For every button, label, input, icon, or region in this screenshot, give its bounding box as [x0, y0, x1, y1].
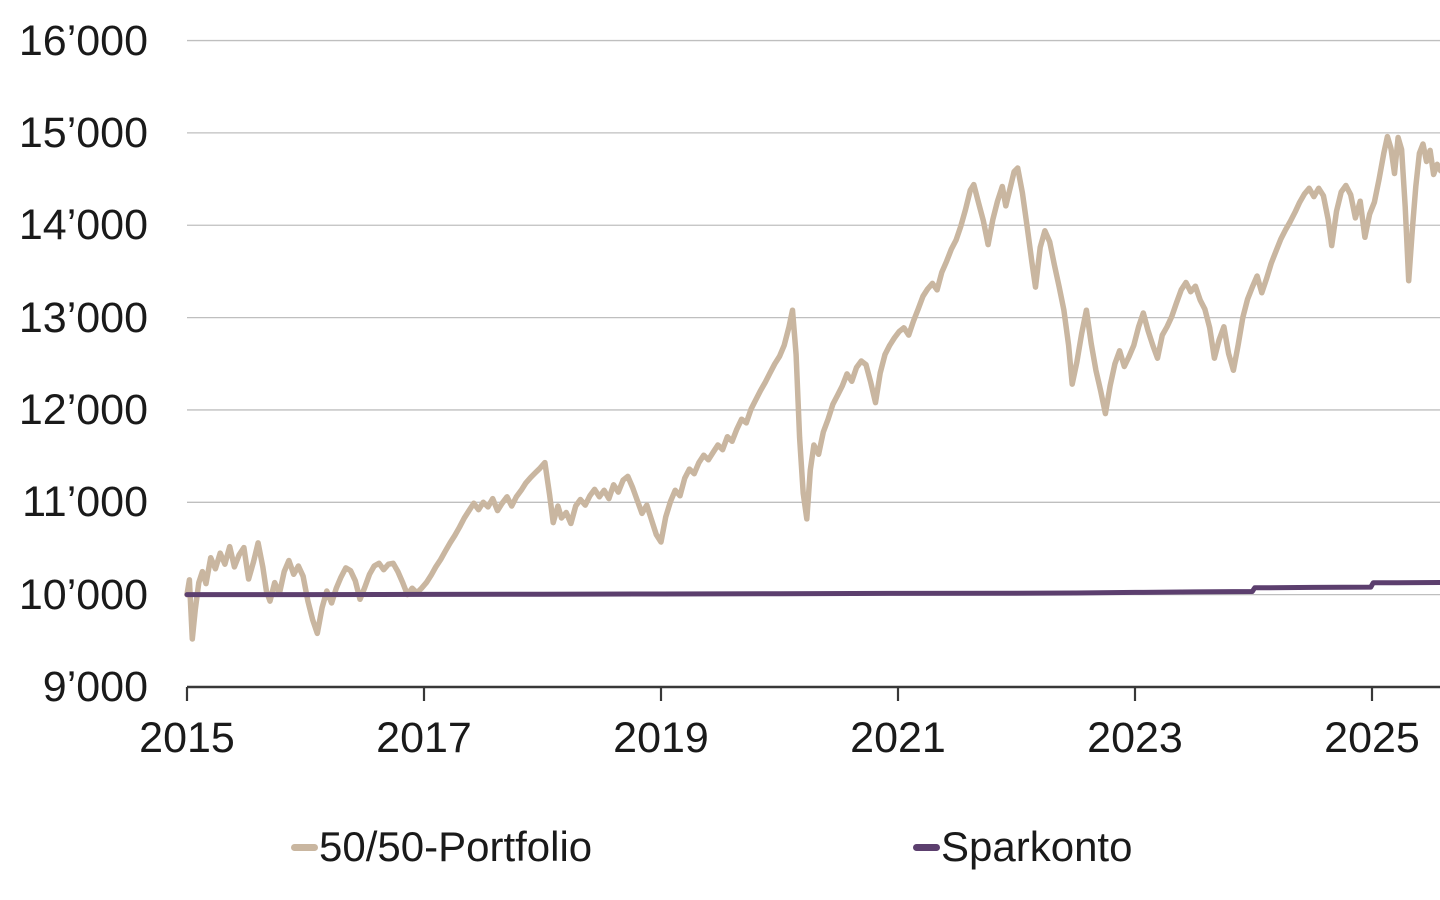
y-axis-label: 12’000 [18, 385, 148, 434]
x-axis-label: 2021 [850, 714, 946, 762]
legend-item-sparkonto: Sparkonto [913, 820, 1132, 874]
x-axis-label: 2017 [376, 714, 472, 762]
y-axis-label: 9’000 [42, 663, 148, 711]
portfolio-line-swatch [291, 843, 318, 851]
y-axis-label: 14’000 [18, 201, 148, 250]
x-axis-label: 2019 [613, 714, 709, 762]
y-axis-label: 13’000 [18, 293, 148, 342]
y-axis-label: 10’000 [18, 570, 148, 619]
y-axis-label: 16’000 [18, 16, 148, 65]
y-axis-label: 11’000 [22, 478, 148, 527]
y-axis-label: 15’000 [18, 108, 148, 157]
legend-item-portfolio: 50/50-Portfolio [291, 820, 592, 874]
sparkonto-line-swatch [913, 843, 940, 851]
x-axis-label: 2025 [1324, 714, 1420, 762]
x-axis-label: 2015 [139, 714, 235, 762]
x-axis-label: 2023 [1087, 714, 1183, 762]
series-line-50-50-portfolio [184, 133, 1440, 642]
series-line-sparkonto [184, 580, 1440, 598]
sparkonto-legend-label: Sparkonto [941, 823, 1133, 870]
portfolio-legend-label: 50/50-Portfolio [319, 823, 593, 870]
